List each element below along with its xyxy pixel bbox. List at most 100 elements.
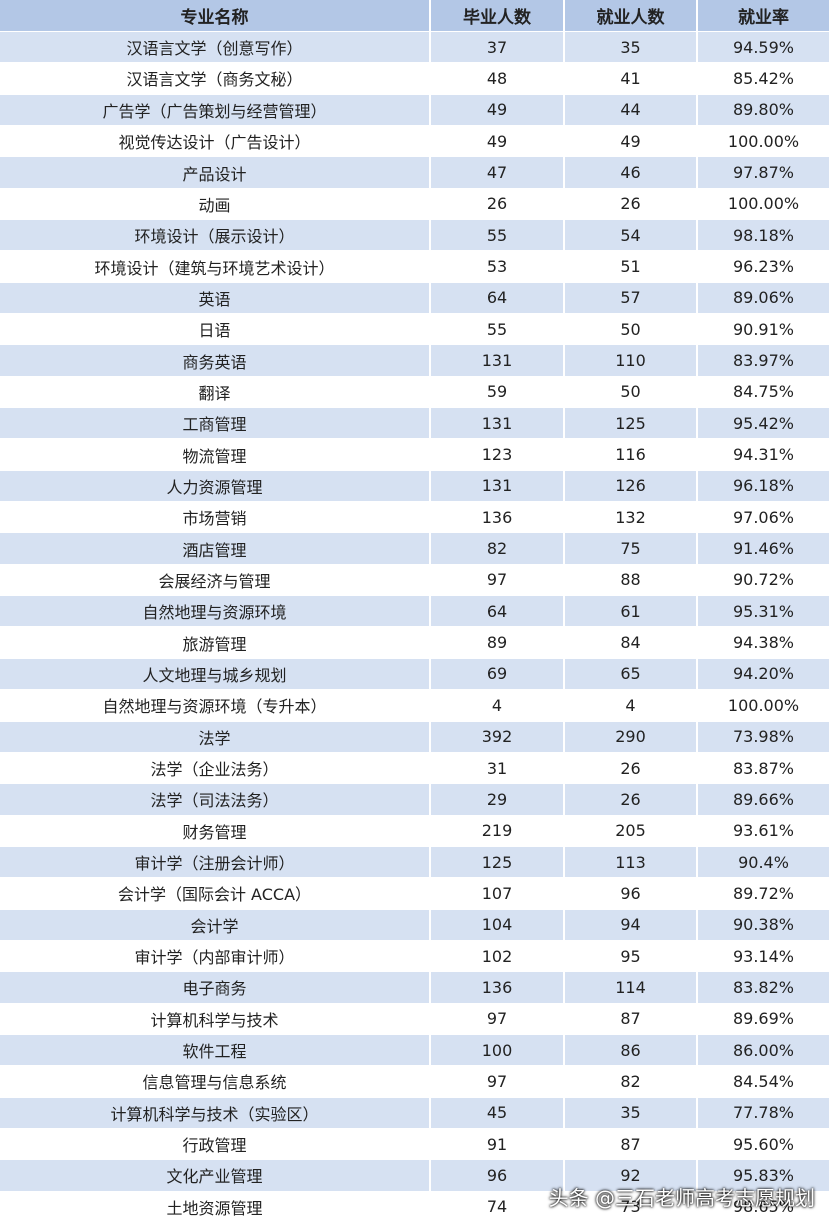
table-cell: 95.42% xyxy=(698,408,831,440)
table-cell: 116 xyxy=(565,439,698,471)
table-cell: 98.65% xyxy=(698,1191,831,1223)
table-cell: 29 xyxy=(431,784,565,816)
table-cell: 69 xyxy=(431,658,565,691)
table-cell: 26 xyxy=(431,188,565,221)
table-cell: 97.87% xyxy=(698,157,831,189)
table-cell: 财务管理 xyxy=(0,815,431,847)
table-cell: 100.00% xyxy=(698,126,831,158)
table-cell: 93.61% xyxy=(698,815,831,847)
table-cell: 汉语言文学（商务文秘） xyxy=(0,63,431,95)
table-cell: 35 xyxy=(565,32,698,64)
table-cell: 90.72% xyxy=(698,564,831,597)
table-cell: 软件工程 xyxy=(0,1034,431,1067)
table-cell: 73 xyxy=(565,1191,698,1223)
table-cell: 环境设计（建筑与环境艺术设计） xyxy=(0,251,431,283)
table-cell: 91 xyxy=(431,1128,565,1161)
table-cell: 92 xyxy=(565,1160,698,1192)
table-cell: 自然地理与资源环境（专升本） xyxy=(0,690,431,722)
table-cell: 37 xyxy=(431,32,565,64)
table-cell: 广告学（广告策划与经营管理） xyxy=(0,94,431,126)
header-cell: 专业名称 xyxy=(0,0,431,32)
table-cell: 94 xyxy=(565,909,698,941)
table-cell: 49 xyxy=(565,126,698,158)
table-cell: 131 xyxy=(431,345,565,377)
table-cell: 会计学（国际会计 ACCA） xyxy=(0,878,431,910)
table-cell: 44 xyxy=(565,94,698,126)
table-cell: 95 xyxy=(565,940,698,973)
table-cell: 物流管理 xyxy=(0,439,431,471)
table-cell: 86 xyxy=(565,1034,698,1067)
table-cell: 100.00% xyxy=(698,690,831,722)
table-cell: 文化产业管理 xyxy=(0,1160,431,1192)
table-cell: 汉语言文学（创意写作） xyxy=(0,32,431,64)
table-cell: 89.69% xyxy=(698,1003,831,1035)
table-cell: 94.31% xyxy=(698,439,831,471)
table-cell: 41 xyxy=(565,63,698,95)
table-cell: 97.06% xyxy=(698,502,831,534)
table-cell: 酒店管理 xyxy=(0,533,431,565)
table-cell: 4 xyxy=(431,690,565,722)
table-cell: 61 xyxy=(565,596,698,628)
table-cell: 会计学 xyxy=(0,909,431,941)
table-cell: 89.80% xyxy=(698,94,831,126)
table-cell: 土地资源管理 xyxy=(0,1191,431,1223)
table-cell: 94.20% xyxy=(698,658,831,691)
table-cell: 35 xyxy=(565,1097,698,1129)
table-cell: 84 xyxy=(565,627,698,659)
table-cell: 审计学（内部审计师） xyxy=(0,940,431,973)
table-cell: 会展经济与管理 xyxy=(0,564,431,597)
table-cell: 88 xyxy=(565,564,698,597)
table-cell: 98.18% xyxy=(698,220,831,252)
table-cell: 97 xyxy=(431,1066,565,1098)
table-cell: 132 xyxy=(565,502,698,534)
table-cell: 计算机科学与技术 xyxy=(0,1003,431,1035)
header-cell: 毕业人数 xyxy=(431,0,565,32)
table-cell: 49 xyxy=(431,94,565,126)
table-cell: 136 xyxy=(431,502,565,534)
table-cell: 100.00% xyxy=(698,188,831,221)
table-cell: 125 xyxy=(565,408,698,440)
table-cell: 96 xyxy=(565,878,698,910)
table-cell: 90.4% xyxy=(698,846,831,879)
table-cell: 94.59% xyxy=(698,32,831,64)
table-cell: 107 xyxy=(431,878,565,910)
table-cell: 90.38% xyxy=(698,909,831,941)
table-cell: 26 xyxy=(565,784,698,816)
header-cell: 就业率 xyxy=(698,0,831,32)
table-cell: 计算机科学与技术（实验区） xyxy=(0,1097,431,1129)
table-cell: 74 xyxy=(431,1191,565,1223)
table-cell: 市场营销 xyxy=(0,502,431,534)
table-cell: 产品设计 xyxy=(0,157,431,189)
table-cell: 26 xyxy=(565,752,698,785)
table-cell: 法学（企业法务） xyxy=(0,752,431,785)
table-cell: 110 xyxy=(565,345,698,377)
table-cell: 97 xyxy=(431,1003,565,1035)
table-cell: 51 xyxy=(565,251,698,283)
table-cell: 96.23% xyxy=(698,251,831,283)
table-cell: 电子商务 xyxy=(0,972,431,1004)
table-cell: 法学（司法法务） xyxy=(0,784,431,816)
table-cell: 50 xyxy=(565,314,698,346)
table-cell: 96 xyxy=(431,1160,565,1192)
table-cell: 87 xyxy=(565,1128,698,1161)
table-cell: 93.14% xyxy=(698,940,831,973)
table-cell: 64 xyxy=(431,596,565,628)
table-cell: 131 xyxy=(431,408,565,440)
table-cell: 83.82% xyxy=(698,972,831,1004)
table-cell: 53 xyxy=(431,251,565,283)
table-cell: 信息管理与信息系统 xyxy=(0,1066,431,1098)
table-cell: 环境设计（展示设计） xyxy=(0,220,431,252)
table-cell: 法学 xyxy=(0,721,431,753)
table-cell: 59 xyxy=(431,376,565,409)
table-cell: 45 xyxy=(431,1097,565,1129)
table-cell: 89.72% xyxy=(698,878,831,910)
table-cell: 102 xyxy=(431,940,565,973)
table-cell: 125 xyxy=(431,846,565,879)
table-cell: 49 xyxy=(431,126,565,158)
table-cell: 219 xyxy=(431,815,565,847)
table-cell: 95.60% xyxy=(698,1128,831,1161)
table-cell: 4 xyxy=(565,690,698,722)
table-cell: 95.31% xyxy=(698,596,831,628)
table-cell: 90.91% xyxy=(698,314,831,346)
table-cell: 26 xyxy=(565,188,698,221)
